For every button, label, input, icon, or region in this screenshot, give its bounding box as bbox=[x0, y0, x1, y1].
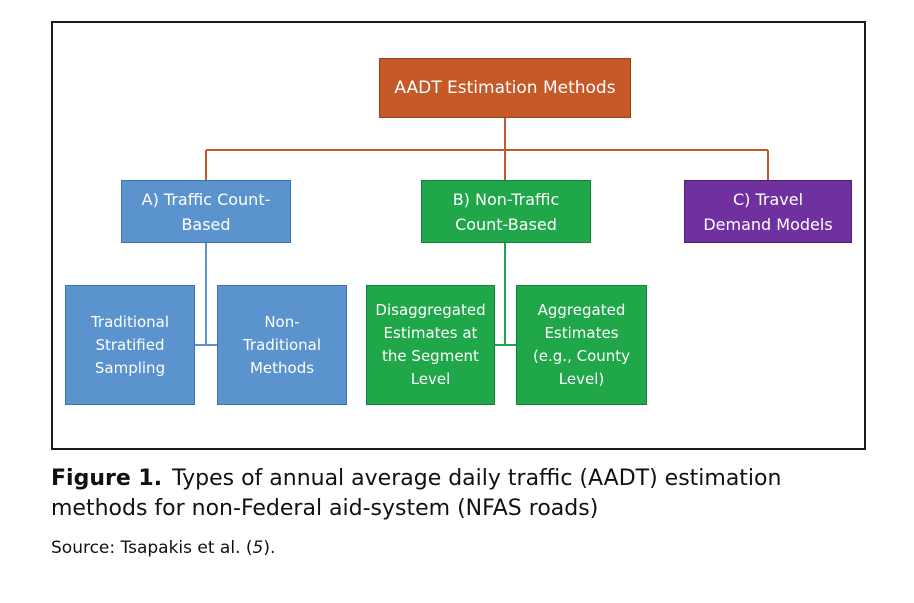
root-node-label: AADT Estimation Methods bbox=[394, 78, 616, 98]
subcategory-line: Sampling bbox=[94, 358, 166, 377]
subcategory-aggregated-estimates: Aggregated Estimates (e.g., County Level… bbox=[516, 285, 647, 405]
source-reference-number: 5 bbox=[252, 538, 264, 558]
category-traffic-count-based: A) Traffic Count- Based bbox=[121, 180, 291, 243]
figure-source: Source: Tsapakis et al. (5). bbox=[51, 538, 275, 558]
subcategory-line: Non- bbox=[264, 312, 300, 331]
subcategory-disaggregated-estimates: Disaggregated Estimates at the Segment L… bbox=[366, 285, 495, 405]
subcategory-line: Methods bbox=[249, 358, 315, 377]
figure-caption: Figure 1. Types of annual average daily t… bbox=[51, 464, 881, 524]
subcategory-line: Traditional bbox=[242, 335, 322, 354]
category-a-line2: Based bbox=[181, 214, 231, 234]
category-b-line1: B) Non-Traffic bbox=[452, 189, 560, 209]
source-suffix: ). bbox=[263, 538, 276, 558]
source-prefix: Source: Tsapakis et al. ( bbox=[51, 538, 253, 558]
subcategory-line: (e.g., County bbox=[532, 347, 631, 365]
subcategory-line: Estimates at bbox=[383, 324, 478, 342]
subcategory-line: Aggregated bbox=[537, 301, 626, 319]
figure-caption-text: Types of annual average daily traffic (A… bbox=[51, 466, 782, 521]
subcategory-line: Stratified bbox=[95, 335, 165, 354]
subcategory-line: Level bbox=[410, 370, 451, 388]
subcategory-line: Disaggregated bbox=[375, 301, 486, 319]
category-c-line1: C) Travel bbox=[732, 189, 804, 209]
subcategory-traditional-stratified-sampling: Traditional Stratified Sampling bbox=[65, 285, 195, 405]
category-travel-demand-models: C) Travel Demand Models bbox=[684, 180, 852, 243]
subcategory-line: Level) bbox=[558, 370, 605, 388]
subcategory-line: the Segment bbox=[382, 347, 479, 365]
subcategory-line: Estimates bbox=[544, 324, 619, 342]
root-node: AADT Estimation Methods bbox=[379, 58, 631, 118]
category-c-line2: Demand Models bbox=[703, 214, 833, 234]
category-b-line2: Count-Based bbox=[455, 214, 557, 234]
subcategory-non-traditional-methods: Non- Traditional Methods bbox=[217, 285, 347, 405]
category-non-traffic-count-based: B) Non-Traffic Count-Based bbox=[421, 180, 591, 243]
category-a-line1: A) Traffic Count- bbox=[141, 189, 271, 209]
subcategory-line: Traditional bbox=[90, 312, 170, 331]
figure-label: Figure 1. bbox=[51, 466, 163, 491]
diagram-frame bbox=[51, 21, 866, 450]
